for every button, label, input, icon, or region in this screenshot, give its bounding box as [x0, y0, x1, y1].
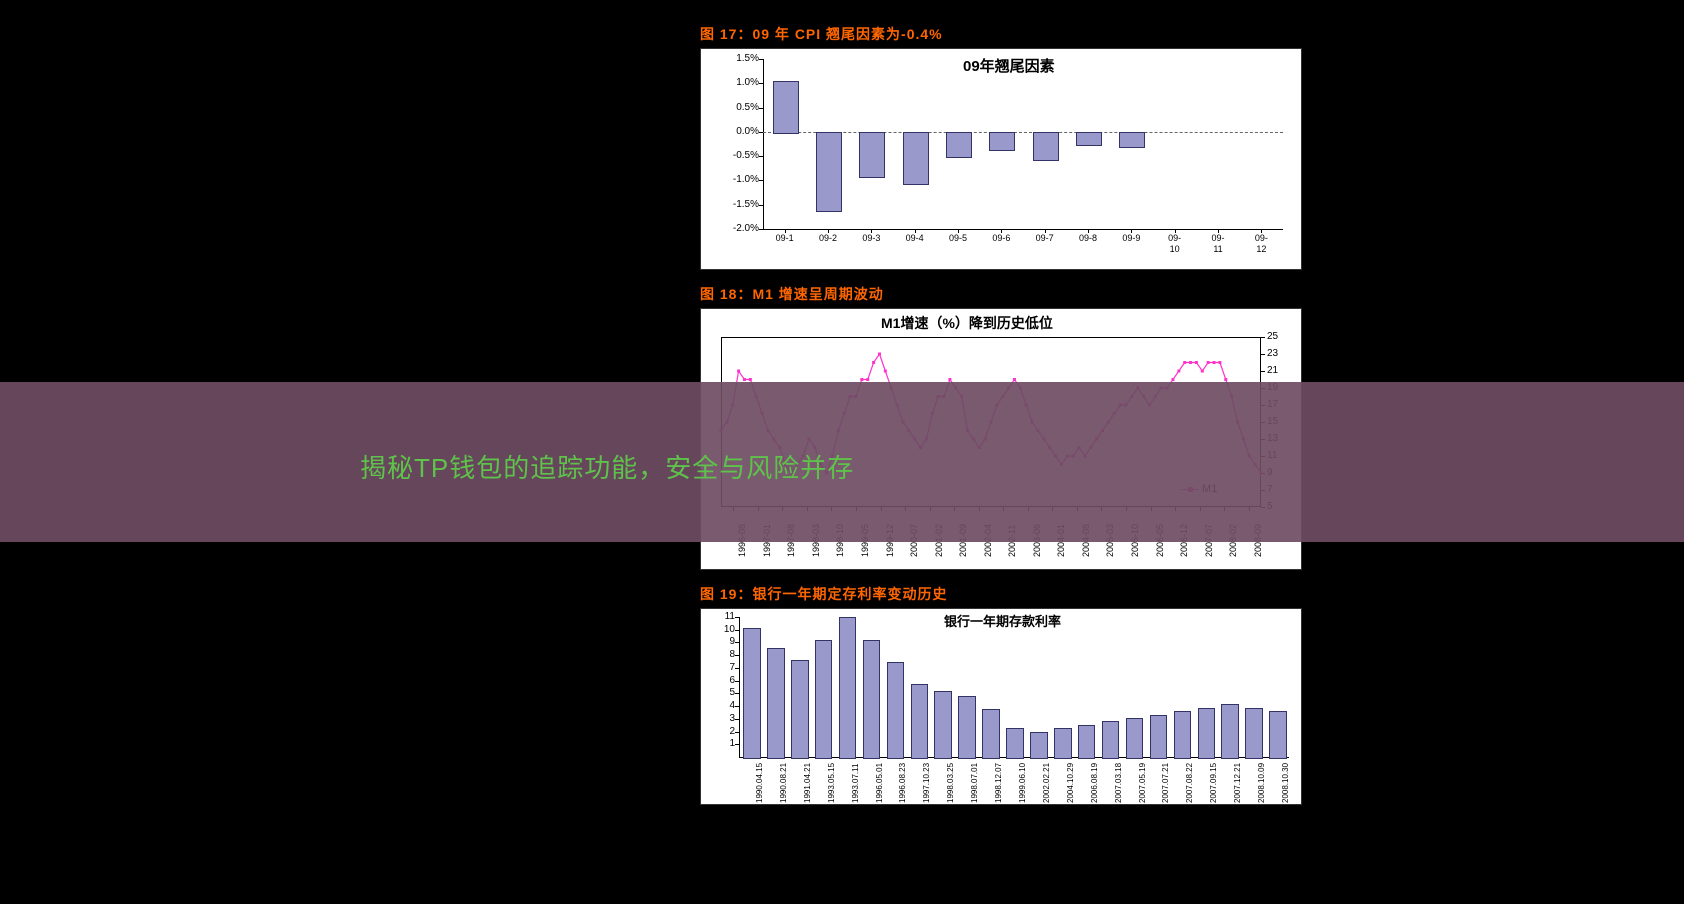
- chart19-deposit-rate-bar: 银行一年期存款利率11109876543211990.04.151990.08.…: [700, 608, 1302, 805]
- fig18-caption: 图 18：M1 增速呈周期波动: [700, 284, 1320, 304]
- fig19-caption: 图 19：银行一年期定存利率变动历史: [700, 584, 1320, 604]
- chart17-cpi-carryover-bar: 09年翘尾因素1.5%1.0%0.5%0.0%-0.5%-1.0%-1.5%-2…: [700, 48, 1302, 270]
- overlay-headline-text: 揭秘TP钱包的追踪功能，安全与风险并存: [360, 448, 854, 485]
- fig17-caption: 图 17：09 年 CPI 翘尾因素为-0.4%: [700, 24, 1320, 44]
